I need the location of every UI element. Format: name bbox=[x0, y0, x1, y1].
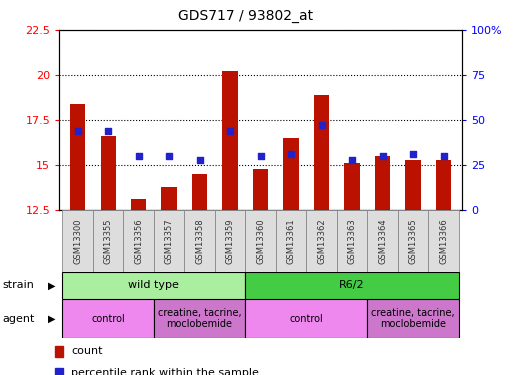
Bar bbox=[215, 210, 245, 272]
Text: creatine, tacrine,
moclobemide: creatine, tacrine, moclobemide bbox=[158, 308, 241, 329]
Text: GSM13363: GSM13363 bbox=[348, 218, 357, 264]
Text: GSM13357: GSM13357 bbox=[165, 218, 173, 264]
Text: GSM13300: GSM13300 bbox=[73, 218, 82, 264]
Bar bbox=[62, 272, 245, 299]
Bar bbox=[162, 187, 176, 210]
Text: creatine, tacrine,
moclobemide: creatine, tacrine, moclobemide bbox=[371, 308, 455, 329]
Point bbox=[73, 128, 82, 134]
Bar bbox=[367, 299, 459, 338]
Bar bbox=[245, 299, 367, 338]
Bar bbox=[314, 95, 329, 210]
Text: GSM13365: GSM13365 bbox=[409, 218, 417, 264]
Text: ▶: ▶ bbox=[47, 314, 55, 324]
Bar bbox=[245, 272, 459, 299]
Bar bbox=[131, 199, 146, 210]
Point bbox=[440, 153, 448, 159]
Text: control: control bbox=[91, 314, 125, 324]
Bar bbox=[367, 210, 398, 272]
Point bbox=[165, 153, 173, 159]
Bar bbox=[375, 156, 390, 210]
Bar bbox=[62, 210, 93, 272]
Bar bbox=[101, 136, 116, 210]
Bar bbox=[154, 299, 245, 338]
Point bbox=[287, 151, 295, 157]
Text: GSM13360: GSM13360 bbox=[256, 218, 265, 264]
Bar bbox=[62, 299, 154, 338]
Bar bbox=[337, 210, 367, 272]
Bar bbox=[428, 210, 459, 272]
Text: GSM13361: GSM13361 bbox=[286, 218, 296, 264]
Text: GSM13359: GSM13359 bbox=[225, 218, 235, 264]
Bar bbox=[345, 163, 360, 210]
Bar bbox=[184, 210, 215, 272]
Bar bbox=[222, 71, 238, 210]
Text: GSM13355: GSM13355 bbox=[104, 218, 112, 264]
Bar bbox=[192, 174, 207, 210]
Bar bbox=[55, 346, 62, 357]
Point bbox=[104, 128, 112, 134]
Point bbox=[409, 151, 417, 157]
Point bbox=[226, 128, 234, 134]
Point bbox=[378, 153, 386, 159]
Bar bbox=[93, 210, 123, 272]
Bar bbox=[276, 210, 307, 272]
Bar bbox=[398, 210, 428, 272]
Text: GDS717 / 93802_at: GDS717 / 93802_at bbox=[178, 9, 313, 23]
Text: wild type: wild type bbox=[128, 280, 179, 290]
Text: GSM13364: GSM13364 bbox=[378, 218, 387, 264]
Point bbox=[256, 153, 265, 159]
Point bbox=[317, 122, 326, 128]
Bar bbox=[123, 210, 154, 272]
Text: GSM13362: GSM13362 bbox=[317, 218, 326, 264]
Text: ▶: ▶ bbox=[47, 280, 55, 290]
Text: GSM13356: GSM13356 bbox=[134, 218, 143, 264]
Point bbox=[348, 157, 356, 163]
Bar bbox=[70, 104, 85, 210]
Text: GSM13358: GSM13358 bbox=[195, 218, 204, 264]
Text: GSM13366: GSM13366 bbox=[439, 218, 448, 264]
Bar bbox=[307, 210, 337, 272]
Text: agent: agent bbox=[3, 314, 35, 324]
Bar bbox=[406, 160, 421, 210]
Text: percentile rank within the sample: percentile rank within the sample bbox=[71, 368, 259, 375]
Text: strain: strain bbox=[3, 280, 35, 290]
Bar bbox=[436, 160, 451, 210]
Point bbox=[196, 157, 204, 163]
Bar bbox=[245, 210, 276, 272]
Text: count: count bbox=[71, 346, 103, 356]
Text: control: control bbox=[289, 314, 323, 324]
Bar bbox=[283, 138, 299, 210]
Bar bbox=[154, 210, 184, 272]
Bar bbox=[253, 169, 268, 210]
Point bbox=[135, 153, 143, 159]
Text: R6/2: R6/2 bbox=[339, 280, 365, 290]
Bar bbox=[55, 368, 62, 375]
